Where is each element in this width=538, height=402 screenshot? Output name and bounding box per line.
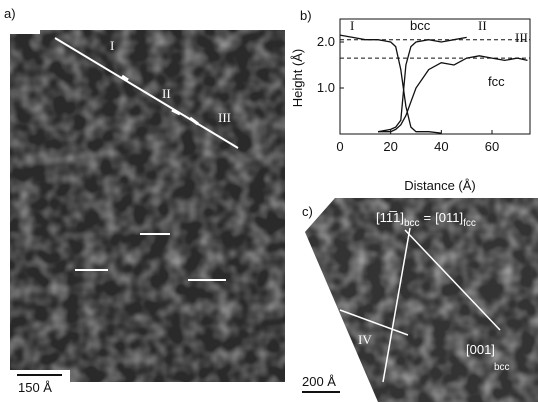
direction-label: [11̅1]bcc = [011]fcc — [376, 210, 476, 229]
annotation: II — [478, 18, 487, 33]
x-tick-label: 60 — [485, 139, 499, 154]
y-axis-label: Height (Å) — [290, 49, 305, 108]
scale-bar: 200 Å — [302, 374, 336, 389]
subscript: fcc — [463, 218, 476, 229]
annotation: III — [515, 30, 528, 45]
profile-curve — [339, 34, 442, 134]
x-axis-label: Distance (Å) — [404, 178, 476, 193]
marker: II — [162, 86, 171, 101]
direction: [001] — [466, 342, 495, 357]
annotation: bcc — [410, 18, 431, 33]
y-tick-label: 2.0 — [317, 34, 335, 49]
direction: [011] — [435, 210, 463, 225]
x-tick-label: 40 — [434, 139, 448, 154]
panel-a: a) I II III 150 Å — [4, 6, 285, 395]
annotation: fcc — [488, 74, 505, 89]
stm-texture — [10, 30, 285, 382]
panel-label: c) — [302, 204, 313, 219]
marker: IV — [358, 332, 372, 347]
subscript: bcc — [494, 362, 510, 373]
direction: [11̅1] — [376, 210, 404, 225]
equals: = — [424, 210, 432, 225]
marker: I — [110, 38, 114, 53]
panel-b: b) Distance (Å) Height (Å) 0 20 40 60 1.0 2.0… — [290, 8, 531, 193]
panel-label: b) — [300, 8, 312, 23]
x-tick-label: 20 — [383, 139, 397, 154]
panel-c: c) [11̅1]bcc = [011]fcc IV [001]bcc 200 Å — [302, 198, 538, 402]
profile-curve — [378, 55, 528, 133]
marker: III — [218, 110, 231, 125]
plot-frame — [339, 18, 531, 135]
y-tick-label: 1.0 — [317, 80, 335, 95]
profile-curve — [377, 36, 467, 133]
direction-label: [001] bcc — [466, 342, 510, 373]
panel-label: a) — [4, 6, 16, 21]
annotation: I — [350, 18, 354, 33]
profile-line — [54, 37, 239, 149]
subscript: bcc — [404, 218, 420, 229]
x-tick-label: 0 — [336, 139, 343, 154]
scale-bar: 150 Å — [18, 380, 52, 395]
